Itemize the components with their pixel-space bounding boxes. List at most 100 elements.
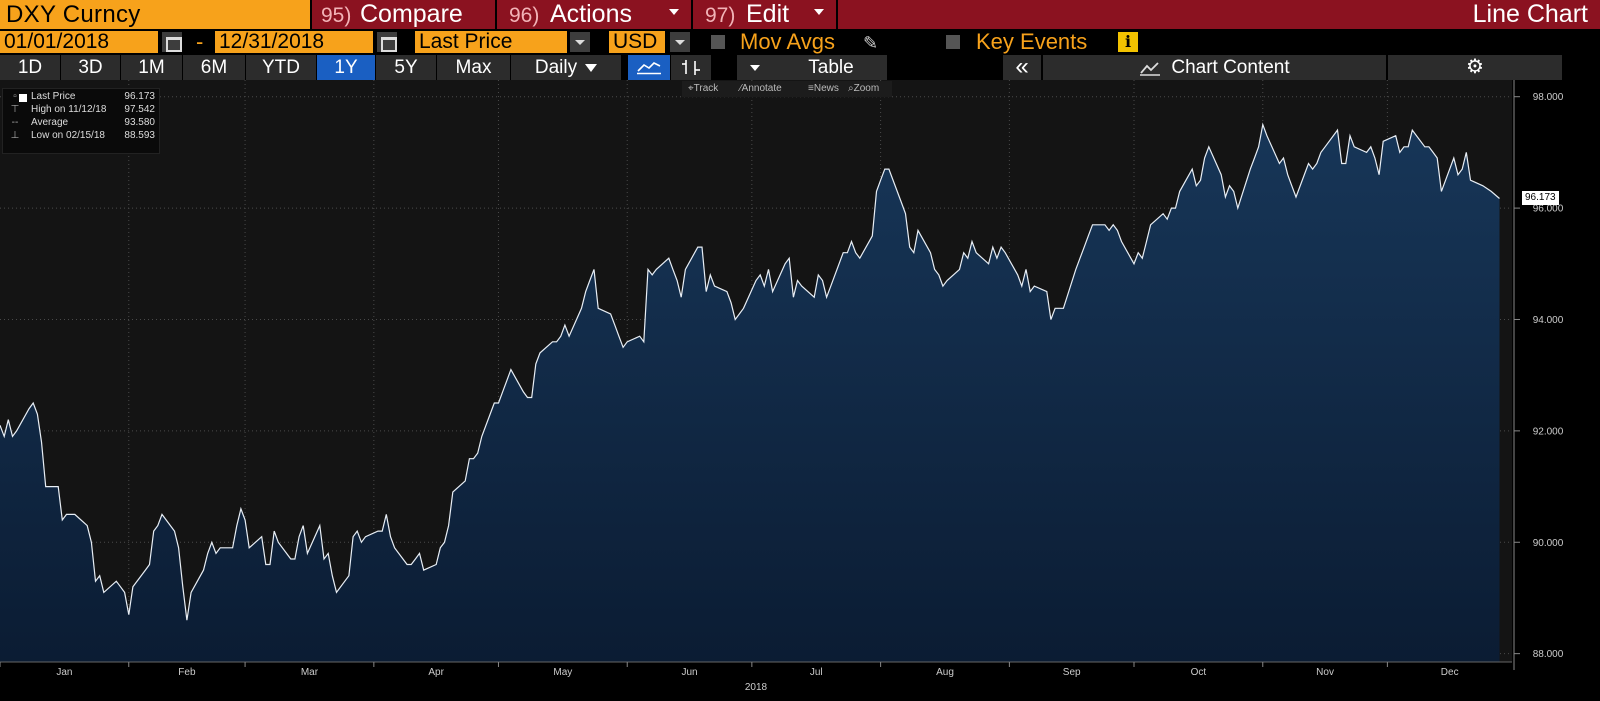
frequency-select[interactable]: Daily xyxy=(511,55,621,80)
x-tick-label: Nov xyxy=(1316,667,1334,678)
data-point xyxy=(190,591,192,593)
range-1y[interactable]: 1Y xyxy=(317,55,375,80)
data-point xyxy=(1365,151,1367,153)
calendar-icon[interactable] xyxy=(377,32,397,52)
range-1m[interactable]: 1M xyxy=(121,55,182,80)
edit-label: Edit xyxy=(746,0,790,28)
chart-style-dropdown[interactable] xyxy=(737,55,775,80)
data-point xyxy=(1395,135,1397,137)
data-point xyxy=(65,513,67,515)
news-tool[interactable]: ≡ News xyxy=(808,81,839,97)
compare-button[interactable]: 95) Compare xyxy=(312,0,497,29)
zoom-label: Zoom xyxy=(853,83,880,94)
end-date-field[interactable]: 12/31/2018 xyxy=(215,31,373,53)
data-point xyxy=(1083,246,1085,248)
data-point xyxy=(651,274,653,276)
data-point xyxy=(1050,318,1052,320)
data-point xyxy=(219,547,221,549)
range-ytd[interactable]: YTD xyxy=(246,55,316,80)
ticker-label: DXY Curncy xyxy=(6,1,141,28)
data-point xyxy=(497,402,499,404)
data-point xyxy=(1370,146,1372,148)
data-point xyxy=(61,519,63,521)
collapse-icon[interactable]: « xyxy=(1003,55,1041,80)
key-events-label[interactable]: Key Events xyxy=(976,29,1088,54)
data-point xyxy=(385,513,387,515)
data-point xyxy=(850,240,852,242)
range-3d[interactable]: 3D xyxy=(61,55,120,80)
data-point xyxy=(302,524,304,526)
table-button[interactable]: Table xyxy=(775,55,887,80)
data-point xyxy=(1411,129,1413,131)
data-point xyxy=(393,547,395,549)
mov-avgs-label[interactable]: Mov Avgs xyxy=(740,29,835,54)
data-point xyxy=(1021,285,1023,287)
field-select[interactable]: Last Price xyxy=(415,31,567,53)
data-point xyxy=(1017,274,1019,276)
data-point xyxy=(1062,307,1064,309)
edit-button[interactable]: 97) Edit xyxy=(693,0,838,29)
pencil-icon[interactable]: ✎ xyxy=(863,33,879,53)
data-point xyxy=(148,563,150,565)
zoom-tool[interactable]: ⌕ Zoom xyxy=(848,81,879,97)
data-point xyxy=(501,391,503,393)
data-point xyxy=(1237,207,1239,209)
range-5y[interactable]: 5Y xyxy=(376,55,436,80)
data-point xyxy=(942,285,944,287)
track-tool[interactable]: ⌖ Track xyxy=(688,81,718,97)
mov-avgs-checkbox[interactable] xyxy=(711,35,725,49)
data-point xyxy=(1174,207,1176,209)
data-point xyxy=(1116,229,1118,231)
info-icon[interactable]: i xyxy=(1118,32,1138,52)
ticker-field[interactable]: DXY Curncy xyxy=(0,0,312,29)
range-1d[interactable]: 1D xyxy=(0,55,60,80)
x-tick-label: May xyxy=(553,667,572,678)
chart-legend[interactable]: ▫ Last Price 96.173 ⊤ High on 11/12/18 9… xyxy=(2,88,160,154)
compare-label: Compare xyxy=(360,0,463,28)
range-max[interactable]: Max xyxy=(437,55,510,80)
data-point xyxy=(1224,196,1226,198)
actions-button[interactable]: 96) Actions xyxy=(497,0,693,29)
data-point xyxy=(360,541,362,543)
data-point xyxy=(323,558,325,560)
legend-high-label: High on 11/12/18 xyxy=(31,104,107,115)
chevron-down-icon[interactable] xyxy=(570,32,590,52)
range-6m[interactable]: 6M xyxy=(183,55,245,80)
chart-content-button[interactable]: Chart Content xyxy=(1043,55,1386,80)
bar-chart-icon[interactable] xyxy=(671,55,711,80)
calendar-icon[interactable] xyxy=(162,32,182,52)
data-point xyxy=(859,257,861,259)
data-point xyxy=(182,586,184,588)
data-point xyxy=(202,569,204,571)
data-point xyxy=(701,246,703,248)
data-point xyxy=(1137,252,1139,254)
data-point xyxy=(996,257,998,259)
chevron-down-icon[interactable] xyxy=(670,32,690,52)
data-point xyxy=(792,296,794,298)
data-point xyxy=(352,536,354,538)
data-point xyxy=(1112,224,1114,226)
series-area xyxy=(0,124,1500,663)
data-point xyxy=(364,536,366,538)
data-point xyxy=(580,307,582,309)
x-tick-label: Apr xyxy=(428,667,444,678)
data-point xyxy=(1457,174,1459,176)
line-chart-icon[interactable] xyxy=(628,55,670,80)
currency-select[interactable]: USD xyxy=(609,31,665,53)
last-price-tag: 96.173 xyxy=(1522,191,1559,206)
data-point xyxy=(1075,268,1077,270)
data-point xyxy=(69,513,71,515)
data-point xyxy=(248,547,250,549)
start-date-field[interactable]: 01/01/2018 xyxy=(0,31,158,53)
key-events-checkbox[interactable] xyxy=(946,35,960,49)
data-point xyxy=(273,530,275,532)
chart-content-icon xyxy=(1140,62,1161,76)
annotate-tool[interactable]: ⁄ Annotate xyxy=(740,81,782,97)
data-point xyxy=(1341,162,1343,164)
gear-icon[interactable]: ⚙ xyxy=(1388,55,1562,80)
chart-type-label: Line Chart xyxy=(1472,0,1588,28)
data-point xyxy=(153,530,155,532)
data-point xyxy=(526,396,528,398)
chart-area: 88.000 90.000 92.000 94.000 96.000 98.000 Jan… xyxy=(0,80,1600,701)
data-point xyxy=(410,563,412,565)
